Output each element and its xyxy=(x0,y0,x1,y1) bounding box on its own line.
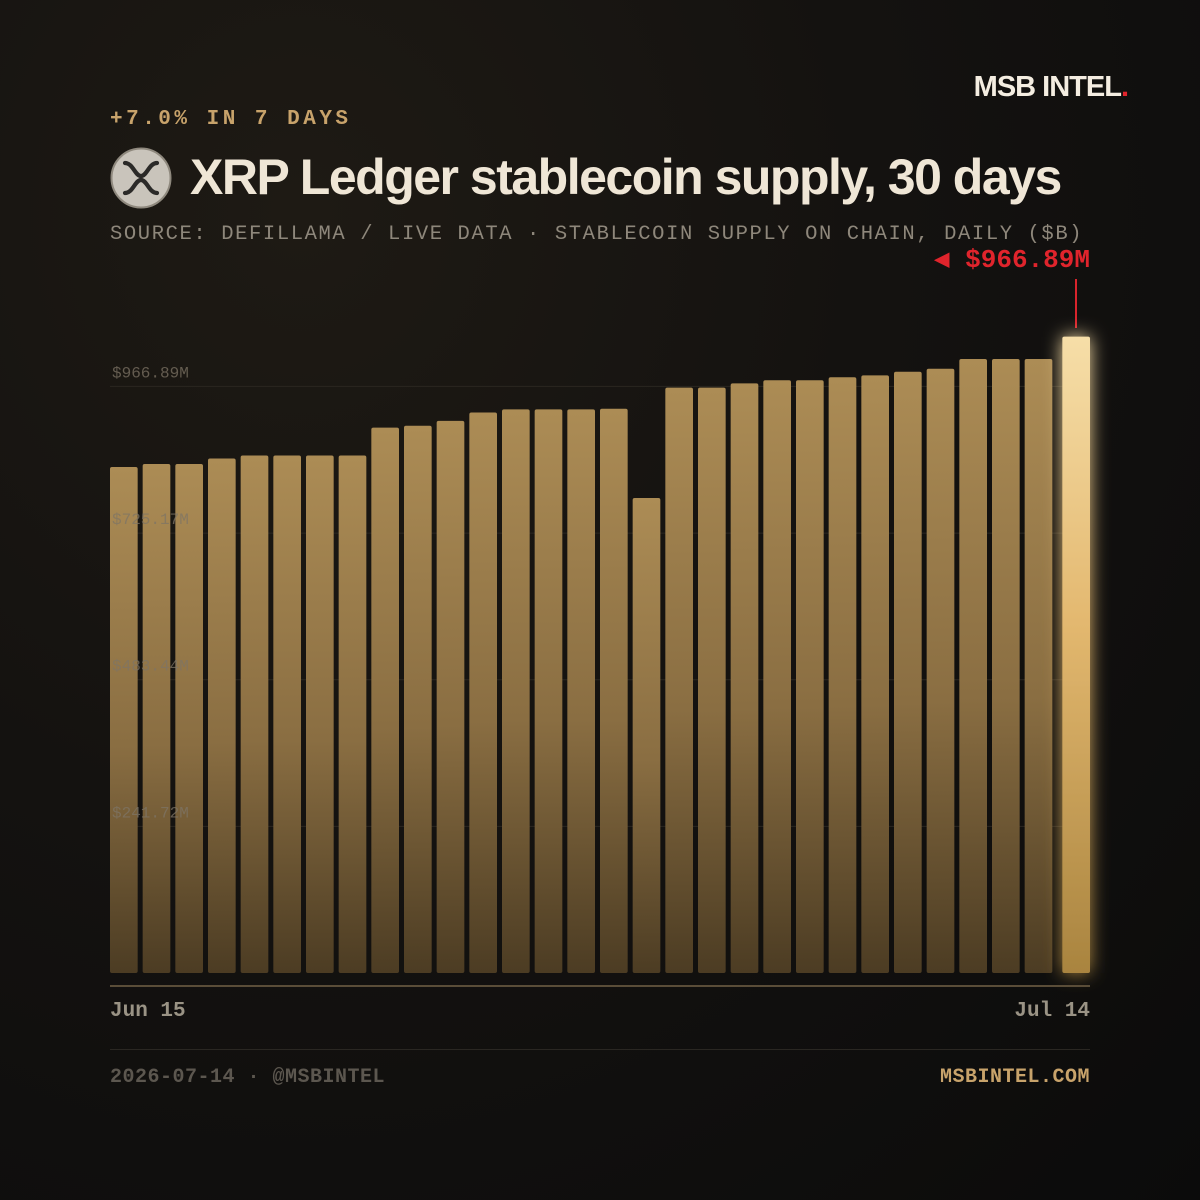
supply-bar xyxy=(502,409,530,973)
source-subtitle: SOURCE: DEFILLAMA / LIVE DATA · STABLECO… xyxy=(110,223,1084,246)
supply-bar xyxy=(730,383,759,973)
supply-bar xyxy=(698,387,726,974)
supply-bar xyxy=(404,425,432,974)
supply-bar xyxy=(828,377,857,974)
brand-dot: . xyxy=(1120,71,1129,103)
supply-bar xyxy=(436,420,465,973)
callout-leader-line xyxy=(1075,279,1077,328)
footer-date-handle: 2026-07-14 · @MSBINTEL xyxy=(110,1066,386,1089)
brand-logo: MSB INTEL. xyxy=(973,71,1129,104)
brand-name: MSB INTEL xyxy=(973,71,1122,103)
page-title: XRP Ledger stablecoin supply, 30 days xyxy=(190,149,1062,205)
xrp-logo-icon xyxy=(110,147,172,209)
supply-bar xyxy=(763,380,791,974)
supply-bar xyxy=(110,467,138,973)
supply-bar xyxy=(665,387,693,974)
supply-bar xyxy=(1024,359,1053,973)
supply-bar xyxy=(371,427,399,973)
supply-bar xyxy=(959,359,987,973)
x-axis-end-label: Jul 14 xyxy=(1014,1000,1090,1023)
supply-bar xyxy=(273,455,301,974)
supply-bar xyxy=(632,497,661,973)
footer-divider xyxy=(110,1049,1090,1050)
supply-bar xyxy=(208,458,236,974)
supply-bar xyxy=(175,464,203,973)
supply-bar xyxy=(926,368,955,973)
change-kicker: +7.0% IN 7 DAYS xyxy=(110,108,352,131)
callout-value: $966.89M xyxy=(965,245,1090,275)
callout-arrow-icon: ◀ xyxy=(933,245,950,275)
supply-bar xyxy=(338,455,367,974)
latest-value-callout: ◀ $966.89M xyxy=(934,244,1090,275)
supply-bar xyxy=(142,464,171,973)
supply-bar xyxy=(894,371,922,973)
supply-bar xyxy=(567,409,595,973)
x-axis-start-label: Jun 15 xyxy=(110,1000,186,1023)
latest-bar xyxy=(1062,336,1090,973)
supply-bar xyxy=(306,455,334,974)
supply-bar xyxy=(240,455,269,974)
supply-bar xyxy=(534,409,563,973)
y-tick-label: $483.44M xyxy=(112,658,189,676)
supply-bar xyxy=(600,408,628,973)
y-tick-label: $725.17M xyxy=(112,511,189,529)
y-tick-label: $966.89M xyxy=(112,364,189,382)
supply-bar xyxy=(796,380,824,974)
y-tick-label: $241.72M xyxy=(112,804,189,822)
supply-bar xyxy=(992,359,1020,973)
supply-bar xyxy=(469,412,497,973)
footer-website: MSBINTEL.COM xyxy=(939,1066,1090,1089)
supply-bar xyxy=(861,375,889,973)
